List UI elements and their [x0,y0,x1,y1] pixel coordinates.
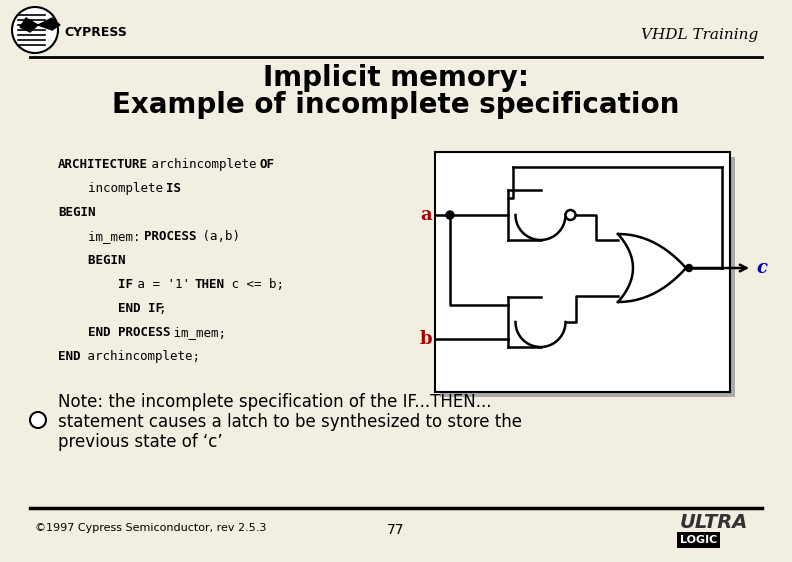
Text: Note: the incomplete specification of the IF...THEN...: Note: the incomplete specification of th… [58,393,492,411]
Text: statement causes a latch to be synthesized to store the: statement causes a latch to be synthesiz… [58,413,522,431]
Text: Implicit memory:: Implicit memory: [263,64,529,92]
Text: Example of incomplete specification: Example of incomplete specification [112,91,680,119]
Circle shape [565,210,576,220]
Circle shape [12,7,58,53]
Text: c <= b;: c <= b; [223,278,284,291]
Text: CYPRESS: CYPRESS [64,26,127,39]
Text: a = '1': a = '1' [130,278,197,291]
Text: PROCESS: PROCESS [144,230,197,243]
Polygon shape [20,18,38,32]
Text: b: b [420,330,432,348]
Text: BEGIN: BEGIN [58,206,96,219]
Text: IS: IS [166,182,181,195]
Text: ARCHITECTURE: ARCHITECTURE [58,158,148,171]
Text: END PROCESS: END PROCESS [58,326,170,339]
Text: archincomplete;: archincomplete; [80,350,200,363]
Polygon shape [38,18,60,30]
FancyBboxPatch shape [440,157,735,397]
Text: a: a [421,206,432,224]
Text: (a,b): (a,b) [195,230,240,243]
Text: im_mem:: im_mem: [58,230,148,243]
Text: END IF: END IF [58,302,163,315]
Text: LOGIC: LOGIC [680,535,718,545]
Text: IF: IF [58,278,133,291]
Text: im_mem;: im_mem; [166,326,226,339]
Text: previous state of ‘c’: previous state of ‘c’ [58,433,223,451]
Text: incomplete: incomplete [58,182,170,195]
Text: END: END [58,350,81,363]
Text: archincomplete: archincomplete [144,158,265,171]
Text: VHDL Training: VHDL Training [641,28,758,42]
Circle shape [686,265,692,271]
Text: ;: ; [159,302,166,315]
Text: ULTRA: ULTRA [680,513,748,532]
Text: OF: OF [260,158,275,171]
Text: c: c [756,259,767,277]
FancyBboxPatch shape [435,152,730,392]
Circle shape [446,211,454,219]
Text: BEGIN: BEGIN [58,254,125,267]
Circle shape [30,412,46,428]
Text: 77: 77 [387,523,405,537]
Text: ©1997 Cypress Semiconductor, rev 2.5.3: ©1997 Cypress Semiconductor, rev 2.5.3 [35,523,266,533]
Text: THEN: THEN [195,278,225,291]
